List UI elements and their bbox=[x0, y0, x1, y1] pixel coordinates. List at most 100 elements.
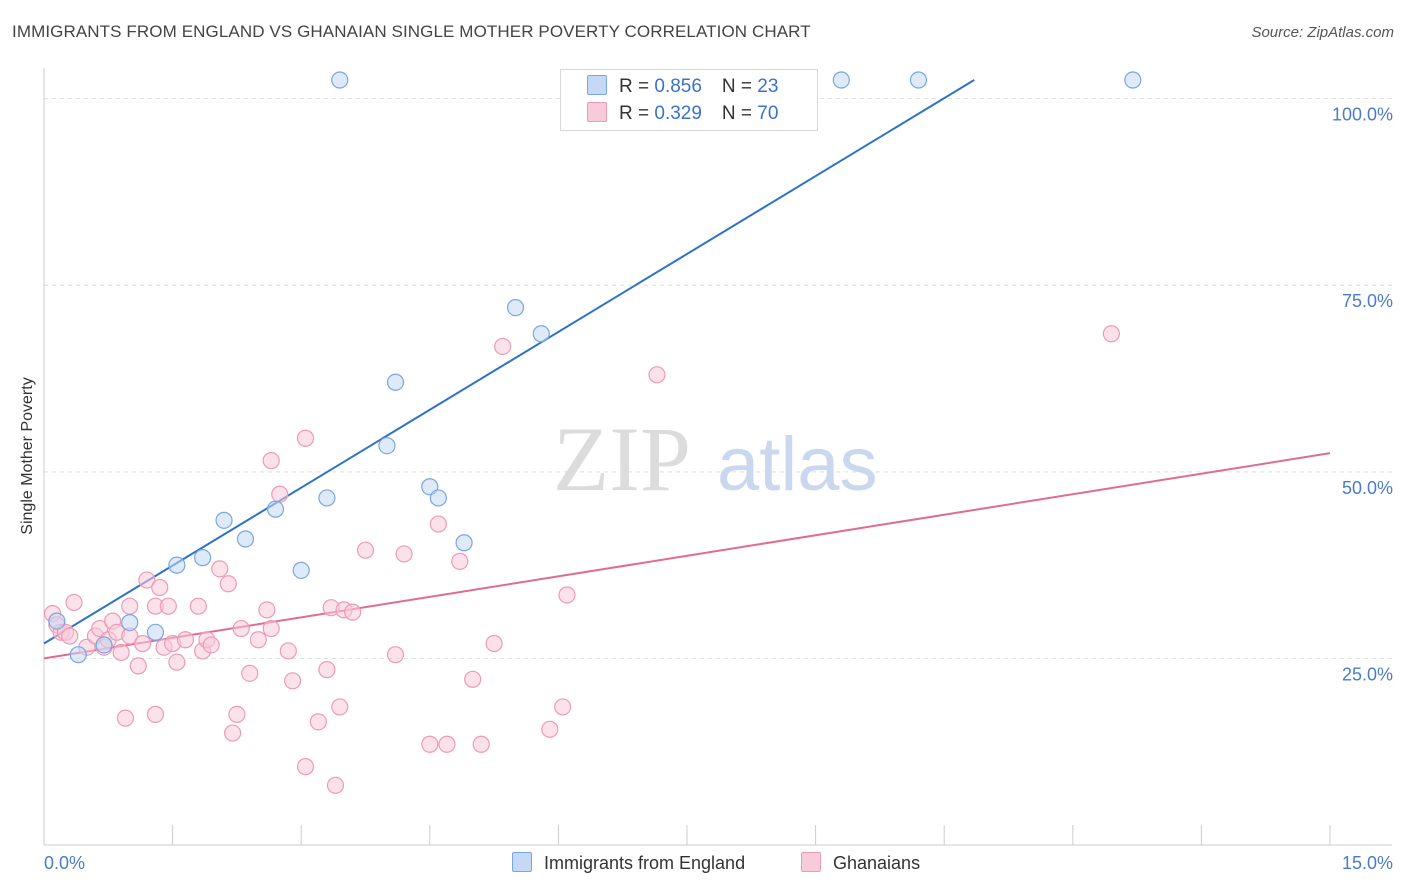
ghanaians-point bbox=[228, 705, 246, 723]
england-swatch-icon bbox=[512, 852, 532, 872]
ghanaians-point bbox=[224, 724, 242, 742]
ghanaians-point bbox=[554, 698, 572, 716]
watermark-zip: ZIP bbox=[553, 408, 691, 510]
pink-n-value: 70 bbox=[757, 103, 779, 124]
legend-england-label: Immigrants from England bbox=[544, 853, 746, 873]
england-point bbox=[909, 71, 928, 89]
england-point bbox=[236, 530, 255, 548]
y-tick-label: 25.0% bbox=[1342, 664, 1393, 684]
ghanaians-point bbox=[168, 653, 186, 671]
ghanaians-point bbox=[356, 541, 375, 559]
legend-ghanaians-label: Ghanaians bbox=[833, 853, 921, 873]
ghanaians-point bbox=[429, 515, 447, 533]
chart-title: IMMIGRANTS FROM ENGLAND VS GHANAIAN SING… bbox=[12, 22, 811, 41]
ghanaians-swatch-icon bbox=[801, 852, 821, 872]
ghanaians-point bbox=[249, 631, 267, 649]
blue-r-value: 0.856 bbox=[654, 76, 702, 97]
england-point bbox=[69, 646, 87, 664]
england-point bbox=[168, 556, 186, 574]
ghanaians-point bbox=[202, 636, 220, 654]
england-point bbox=[1124, 71, 1142, 89]
ghanaians-point bbox=[331, 698, 349, 716]
ghanaians-point bbox=[472, 735, 490, 753]
england-point bbox=[215, 511, 233, 529]
ghanaians-point bbox=[232, 619, 250, 638]
legend-row-blue: R = 0.856 N = 23 bbox=[587, 75, 778, 99]
ghanaians-point bbox=[284, 672, 302, 690]
ghanaians-point bbox=[241, 664, 259, 682]
england-point bbox=[194, 549, 212, 567]
y-tick-label: 100.0% bbox=[1332, 105, 1393, 125]
ghanaians-point bbox=[485, 634, 503, 653]
x-tick-label: 15.0% bbox=[1342, 853, 1393, 873]
ghanaians-point bbox=[464, 670, 482, 688]
england-point bbox=[455, 534, 473, 552]
correlation-legend: R = 0.856 N = 23 R = 0.329 N = 70 bbox=[560, 69, 818, 131]
grid-lines bbox=[44, 98, 1392, 659]
ghanaians-point bbox=[151, 578, 169, 597]
legend-item-immigrants-from-england: Immigrants from England bbox=[512, 852, 745, 874]
ghanaians-point bbox=[121, 597, 139, 615]
y-tick-label: 50.0% bbox=[1342, 478, 1393, 498]
ghanaians-point bbox=[262, 452, 280, 470]
ghanaians-point bbox=[421, 735, 439, 753]
ghanaians-point bbox=[648, 366, 666, 384]
england-point bbox=[386, 373, 405, 391]
tick-labels: 25.0% 50.0% 75.0% 100.0% 0.0% 15.0% bbox=[44, 105, 1393, 873]
ghanaians-point bbox=[211, 560, 229, 578]
ghanaians-point bbox=[219, 575, 237, 593]
ghanaians-point bbox=[116, 709, 135, 727]
ghanaians-point bbox=[279, 642, 297, 660]
ghanaians-point bbox=[133, 634, 152, 653]
ghanaians-point bbox=[262, 619, 280, 638]
england-point bbox=[48, 612, 66, 630]
england-point bbox=[318, 489, 336, 507]
blue-n-value: 23 bbox=[757, 76, 779, 97]
pink-r-value: 0.329 bbox=[654, 103, 702, 124]
ghanaians-point bbox=[451, 552, 469, 570]
ghanaians-point bbox=[395, 545, 413, 563]
x-tick-label: 0.0% bbox=[44, 853, 85, 873]
ghanaians-point bbox=[258, 601, 276, 619]
ghanaians-point bbox=[112, 643, 130, 662]
england-point bbox=[331, 71, 349, 89]
blue-n-label: N = bbox=[721, 76, 758, 97]
ghanaians-point bbox=[146, 705, 165, 723]
watermark: ZIP atlas bbox=[553, 408, 878, 510]
ghanaians-point bbox=[494, 337, 512, 356]
ghanaians-point bbox=[176, 631, 195, 649]
ghanaians-trend-line bbox=[43, 452, 1331, 660]
ghanaians-point bbox=[189, 597, 207, 615]
england-point bbox=[832, 71, 850, 89]
england-trend-line bbox=[43, 79, 975, 645]
ghanaians-point bbox=[129, 657, 147, 675]
ghanaians-point bbox=[438, 735, 456, 753]
pink-swatch-icon bbox=[587, 102, 607, 122]
ghanaians-point bbox=[271, 485, 289, 503]
ghanaians-point bbox=[65, 593, 83, 612]
england-point bbox=[292, 561, 310, 579]
england-point bbox=[146, 623, 165, 641]
england-point bbox=[378, 437, 396, 455]
blue-swatch-icon bbox=[587, 75, 607, 95]
ghanaians-point bbox=[344, 603, 362, 621]
legend-item-ghanaians: Ghanaians bbox=[801, 852, 920, 874]
ghanaians-point bbox=[296, 429, 315, 447]
source-credit: Source: ZipAtlas.com bbox=[1251, 24, 1394, 41]
ghanaians-point bbox=[318, 661, 336, 679]
y-tick-label: 75.0% bbox=[1342, 291, 1393, 311]
watermark-atlas: atlas bbox=[717, 422, 878, 507]
ghanaians-point bbox=[558, 586, 576, 604]
data-points bbox=[43, 71, 1142, 794]
ghanaians-point bbox=[61, 627, 79, 645]
ghanaians-point bbox=[326, 776, 345, 794]
ghanaians-point bbox=[309, 713, 327, 731]
ghanaians-point bbox=[541, 720, 559, 738]
pink-n-label: N = bbox=[721, 103, 758, 124]
england-point bbox=[121, 613, 139, 632]
england-point bbox=[95, 636, 113, 654]
ghanaians-point bbox=[1102, 325, 1120, 343]
england-point bbox=[532, 325, 550, 343]
ghanaians-point bbox=[296, 758, 315, 776]
ghanaians-point bbox=[138, 571, 156, 589]
